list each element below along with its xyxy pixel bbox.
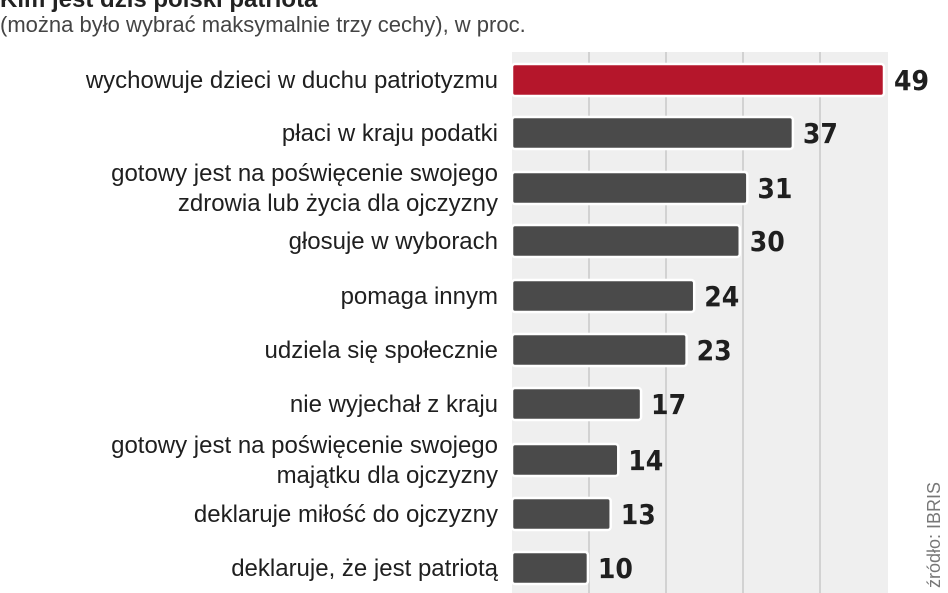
data-label-9: 13	[621, 498, 656, 531]
category-label-7: nie wyjechał z kraju	[290, 391, 498, 418]
category-label-8-line-2: majątku dla ojczyzny	[277, 462, 498, 489]
data-label-6: 23	[697, 334, 732, 367]
category-label-4: głosuje w wyborach	[289, 228, 498, 255]
bar-10	[510, 550, 590, 586]
category-label-8-line-1: gotowy jest na poświęcenie swojego	[111, 432, 498, 459]
data-label-1: 49	[894, 64, 929, 97]
data-label-5: 24	[704, 280, 739, 313]
category-label-3-line-2: zdrowia lub życia dla ojczyzny	[178, 190, 498, 217]
category-label-6: udziela się społecznie	[265, 337, 498, 364]
bar-4	[510, 223, 742, 259]
bar-5	[510, 278, 696, 314]
category-label-2: płaci w kraju podatki	[282, 120, 498, 147]
category-label-9: deklaruje miłość do ojczyzny	[194, 501, 498, 528]
bar-1	[510, 62, 886, 98]
chart-title: Kim jest dziś polski patriota	[0, 0, 317, 14]
category-label-5: pomaga innym	[341, 283, 498, 310]
data-label-4: 30	[750, 225, 785, 258]
bar-9	[510, 496, 612, 532]
category-label-3-line-1: gotowy jest na poświęcenie swojego	[111, 160, 498, 187]
chart-subtitle: (można było wybrać maksymalnie trzy cech…	[0, 12, 526, 37]
data-label-10: 10	[598, 552, 633, 585]
bar-3	[510, 170, 749, 206]
data-label-3: 31	[757, 172, 792, 205]
data-label-2: 37	[803, 117, 838, 150]
data-label-7: 17	[651, 388, 686, 421]
bar-8	[510, 442, 620, 478]
bar-2	[510, 115, 795, 151]
category-label-10: deklaruje, że jest patriotą	[231, 555, 498, 582]
source-note: źródło: IBRIS	[924, 481, 944, 588]
bar-7	[510, 386, 643, 422]
data-label-8: 14	[628, 444, 663, 477]
category-label-1: wychowuje dzieci w duchu patriotyzmu	[85, 67, 498, 94]
bar-6	[510, 332, 688, 368]
